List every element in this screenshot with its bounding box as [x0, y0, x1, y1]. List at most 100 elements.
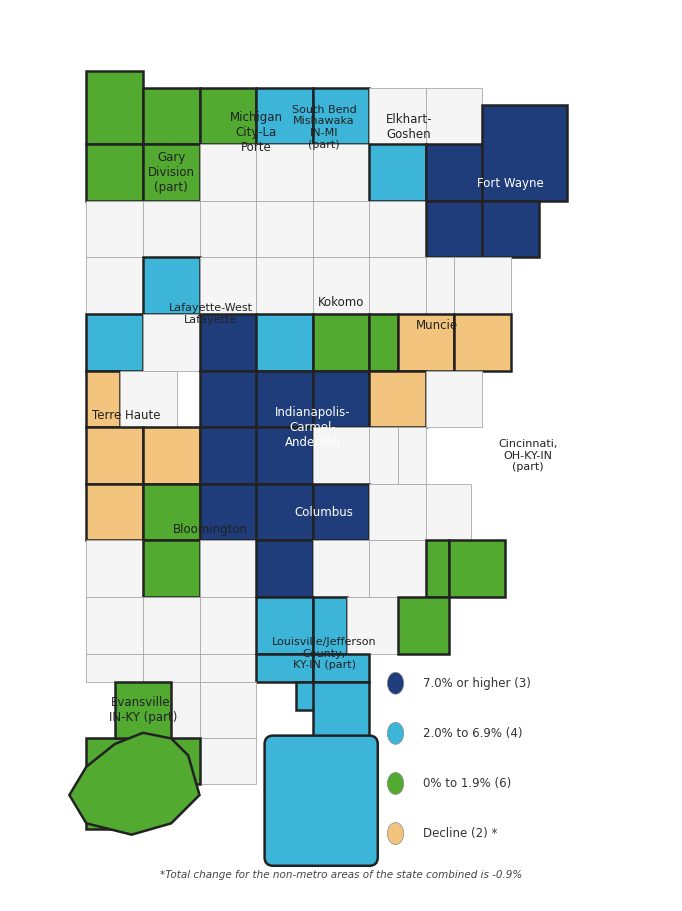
Bar — [143, 200, 200, 258]
Bar — [87, 597, 143, 653]
Bar — [143, 681, 200, 739]
Bar — [313, 87, 369, 144]
Text: Bloomington: Bloomington — [173, 523, 248, 536]
Bar — [426, 200, 482, 258]
Bar — [115, 681, 171, 739]
Bar — [256, 484, 313, 540]
Bar — [87, 739, 143, 783]
Bar — [87, 540, 143, 597]
Text: South Bend
Mishawaka
IN-MI
(part): South Bend Mishawaka IN-MI (part) — [292, 105, 357, 149]
Bar — [482, 105, 567, 200]
Bar — [454, 314, 511, 371]
Bar — [313, 371, 369, 427]
Bar — [426, 258, 454, 314]
Bar — [426, 540, 449, 597]
Text: Decline (2) *: Decline (2) * — [423, 827, 497, 840]
Bar — [398, 427, 426, 484]
Bar — [426, 484, 471, 540]
Polygon shape — [70, 732, 200, 834]
Text: Terre Haute: Terre Haute — [91, 409, 160, 423]
Text: Michigan
City-La
Porte: Michigan City-La Porte — [230, 111, 282, 155]
Text: Kokomo: Kokomo — [318, 296, 364, 309]
Bar — [369, 200, 426, 258]
Text: Gary
Division
(part): Gary Division (part) — [148, 151, 195, 194]
Text: 0% to 1.9% (6): 0% to 1.9% (6) — [423, 777, 511, 790]
Bar — [143, 484, 200, 540]
Bar — [256, 258, 313, 314]
Bar — [200, 427, 256, 484]
Bar — [143, 258, 200, 314]
Bar — [143, 87, 200, 144]
Bar — [449, 540, 505, 597]
Bar — [426, 144, 482, 200]
Bar — [143, 653, 200, 681]
Text: 7.0% or higher (3): 7.0% or higher (3) — [423, 677, 531, 690]
Bar — [200, 87, 256, 144]
Bar — [369, 371, 426, 427]
Bar — [87, 200, 143, 258]
Bar — [143, 540, 200, 597]
Bar — [256, 427, 313, 484]
Bar — [454, 258, 511, 314]
Bar — [346, 597, 398, 653]
Bar — [313, 540, 369, 597]
Bar — [313, 653, 369, 681]
Bar — [313, 258, 369, 314]
Bar — [313, 144, 369, 200]
Text: Cincinnati,
OH-KY-IN
(part): Cincinnati, OH-KY-IN (part) — [498, 439, 557, 472]
Bar — [256, 87, 313, 144]
Bar — [87, 653, 143, 681]
Text: Columbus: Columbus — [295, 506, 353, 518]
Bar — [369, 314, 398, 371]
Bar — [87, 427, 143, 484]
Bar — [296, 681, 336, 711]
Bar — [200, 597, 256, 653]
Bar — [313, 484, 369, 540]
Text: Muncie: Muncie — [416, 319, 458, 332]
Bar — [369, 144, 426, 200]
Bar — [369, 427, 398, 484]
Bar — [398, 314, 454, 371]
Bar — [143, 144, 200, 200]
Bar — [200, 540, 256, 597]
Bar — [369, 484, 426, 540]
Bar — [313, 597, 346, 653]
Bar — [256, 653, 313, 681]
Bar — [200, 681, 256, 739]
Bar — [200, 314, 256, 371]
Text: Lafayette-West
Lafayette: Lafayette-West Lafayette — [169, 303, 253, 325]
Bar — [143, 597, 200, 653]
Bar — [256, 200, 313, 258]
Bar — [426, 87, 482, 144]
Text: Elkhart-
Goshen: Elkhart- Goshen — [385, 113, 432, 141]
Bar — [200, 371, 256, 427]
Bar — [87, 484, 143, 540]
Bar — [143, 739, 200, 783]
Bar — [313, 200, 369, 258]
Bar — [482, 200, 539, 258]
Bar — [115, 681, 143, 739]
Bar — [143, 314, 200, 371]
Bar — [256, 314, 313, 371]
Bar — [200, 484, 256, 540]
Text: 2.0% to 6.9% (4): 2.0% to 6.9% (4) — [423, 727, 522, 740]
Bar — [87, 71, 143, 144]
Bar — [256, 371, 313, 427]
Text: Fort Wayne: Fort Wayne — [477, 178, 544, 190]
Bar — [200, 200, 256, 258]
Bar — [120, 371, 177, 427]
Bar — [87, 783, 143, 829]
Bar — [200, 739, 256, 783]
Bar — [87, 258, 143, 314]
FancyBboxPatch shape — [265, 735, 378, 865]
Bar — [87, 371, 120, 427]
Bar — [369, 540, 426, 597]
Bar — [369, 87, 426, 144]
Bar — [426, 371, 482, 427]
Bar — [256, 597, 313, 653]
Bar — [256, 540, 313, 597]
Bar — [200, 144, 256, 200]
Text: Indianapolis-
Carmel-
Anderson: Indianapolis- Carmel- Anderson — [275, 405, 351, 449]
Bar — [313, 427, 369, 484]
Bar — [87, 144, 143, 200]
